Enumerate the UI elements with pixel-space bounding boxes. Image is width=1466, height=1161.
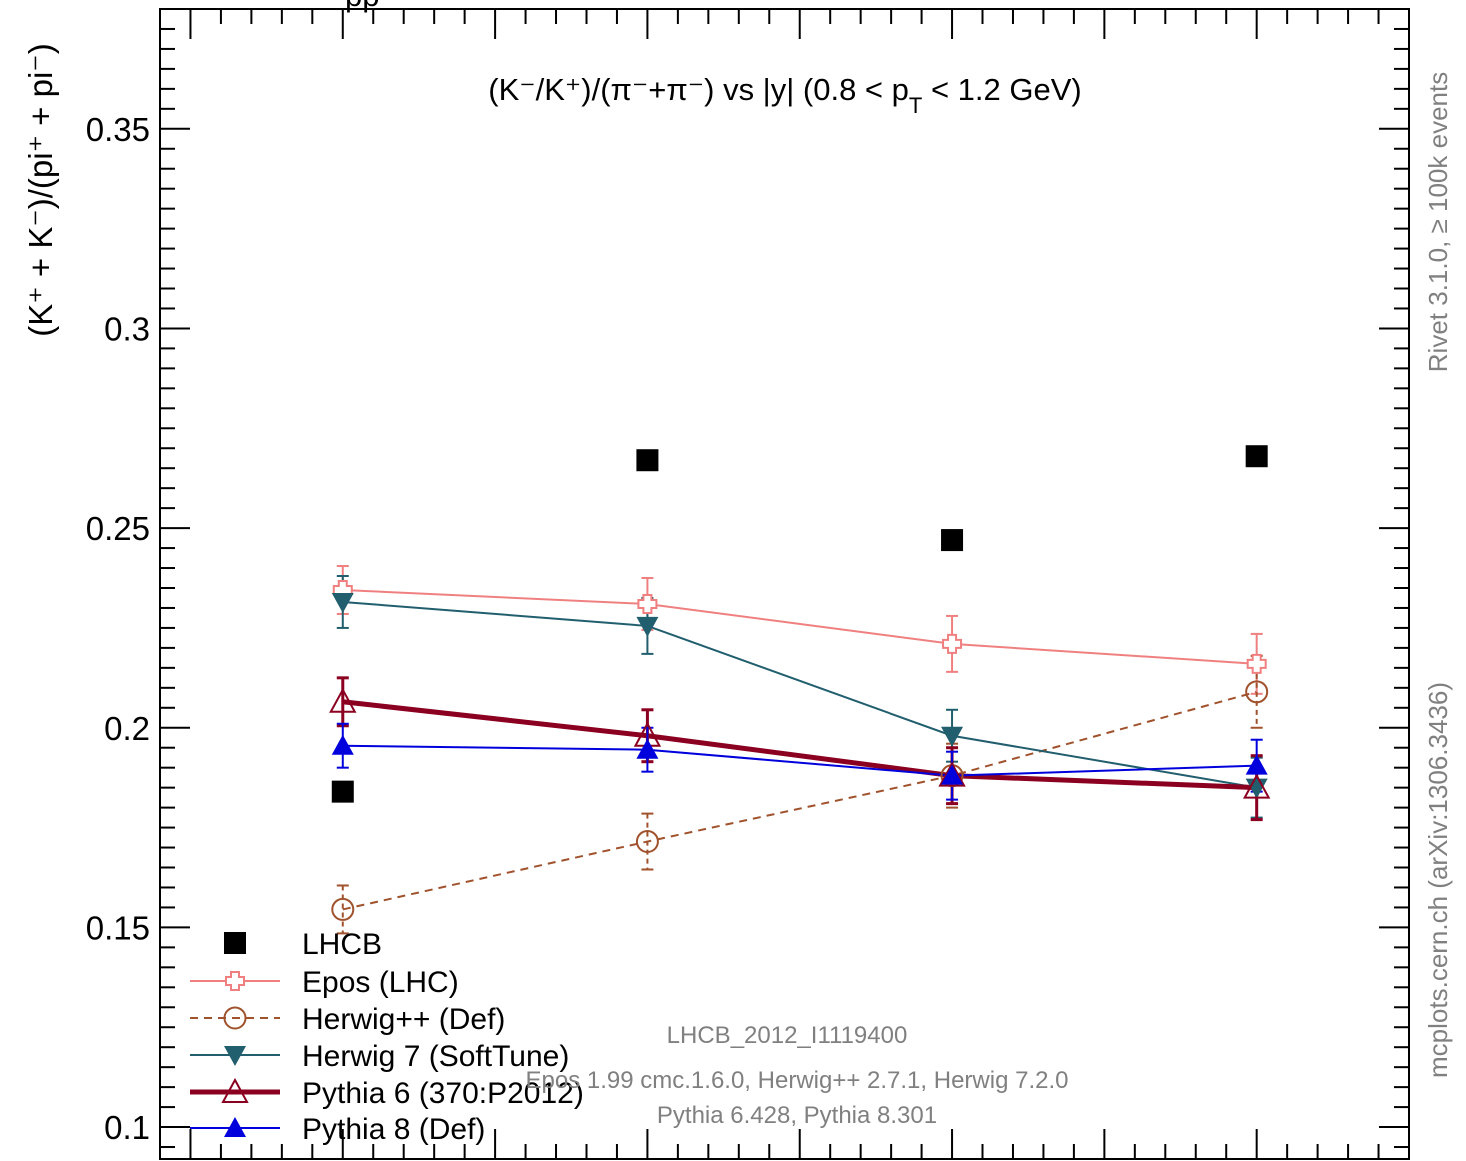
chart-title-tail: < 1.2 GeV) <box>922 72 1081 107</box>
data-point <box>941 529 964 552</box>
plot-frame <box>159 8 1410 1160</box>
data-point <box>942 633 963 654</box>
generators-line-1: Epos 1.99 cmc.1.6.0, Herwig++ 2.7.1, Her… <box>526 1067 1069 1094</box>
legend-label: Pythia 6 (370:P2012) <box>302 1077 584 1110</box>
legend-label: Herwig++ (Def) <box>302 1003 505 1036</box>
generators-line-2: Pythia 6.428, Pythia 8.301 <box>657 1102 937 1129</box>
marker-cross <box>637 593 658 614</box>
marker-cross <box>225 971 245 991</box>
marker-triangle-down <box>224 1046 246 1066</box>
marker-triangle-up <box>224 1117 246 1137</box>
marker-triangle-up <box>941 764 964 785</box>
data-point <box>637 593 658 614</box>
data-point <box>636 449 659 472</box>
y-tick-label: 0.2 <box>104 710 150 747</box>
data-point <box>331 780 354 803</box>
data-point <box>331 897 355 921</box>
series-lines <box>342 588 1257 911</box>
marker-square <box>224 932 246 954</box>
marker-cross <box>942 633 963 654</box>
marker-triangle-open <box>329 687 357 713</box>
legend-entry: Pythia 6 (370:P2012) <box>190 1077 584 1110</box>
legend-label: LHCB <box>302 928 382 961</box>
legend-marker <box>221 1077 249 1103</box>
chart-title: (K⁻/K⁺)/(π⁻+π⁻) vs |y| (0.8 < pT < 1.2 G… <box>488 72 1081 118</box>
legend-label: Herwig 7 (SoftTune) <box>302 1040 569 1073</box>
axis-ticks: 0.1 0.15 0.2 0.25 0.3 0.35 <box>86 8 1410 1159</box>
marker-cross <box>1246 653 1267 674</box>
marker-triangle-up <box>331 734 354 755</box>
data-point <box>329 687 357 713</box>
marker-circle <box>223 1006 247 1030</box>
series-line-5 <box>342 744 1257 777</box>
error-bars <box>336 565 1263 935</box>
marker-triangle-up <box>636 738 659 759</box>
marker-triangle-down <box>941 726 964 747</box>
marker-circle <box>1245 680 1269 704</box>
data-point <box>331 734 354 755</box>
legend-marker <box>224 1046 246 1066</box>
rivet-label: Rivet 3.1.0, ≥ 100k events <box>1423 72 1453 372</box>
legend-marker <box>224 932 246 954</box>
y-tick-label: 0.1 <box>104 1109 150 1146</box>
legend-entry: Epos (LHC) <box>190 966 459 999</box>
series-line-3 <box>342 600 1257 789</box>
y-tick-label: 0.25 <box>86 510 150 547</box>
legend: LHCB Epos (LHC) Herwig++ (Def) Herwig 7 (So… <box>190 928 584 1146</box>
data-point <box>938 761 966 787</box>
data-point <box>636 738 659 759</box>
legend-label: Epos (LHC) <box>302 966 459 999</box>
marker-square <box>1245 445 1268 468</box>
data-point <box>1245 754 1268 775</box>
marker-square <box>331 780 354 803</box>
data-point <box>1245 445 1268 468</box>
data-point <box>331 592 354 613</box>
marker-triangle-down <box>636 616 659 637</box>
data-point <box>635 830 659 854</box>
legend-marker <box>225 971 245 991</box>
legend-entry: LHCB <box>224 928 382 961</box>
marker-triangle-open <box>221 1077 249 1103</box>
chart-title-main: (K⁻/K⁺)/(π⁻+π⁻) vs |y| (0.8 < p <box>488 72 909 107</box>
analysis-label: LHCB_2012_I1119400 <box>667 1022 908 1049</box>
series-line-4 <box>342 699 1257 791</box>
legend-marker <box>224 1117 246 1137</box>
error-bar <box>336 884 349 935</box>
marker-circle <box>331 897 355 921</box>
marker-triangle-up <box>1245 754 1268 775</box>
plot-border <box>159 8 1410 1160</box>
legend-entry: Herwig 7 (SoftTune) <box>190 1040 569 1073</box>
y-axis-label: (K⁺ + K⁻)/(pi⁺ + pi⁻) <box>22 43 59 336</box>
marker-circle <box>635 830 659 854</box>
mcplots-label: mcplots.cern.ch (arXiv:1306.3436) <box>1423 682 1453 1078</box>
data-markers <box>329 445 1271 921</box>
marker-square <box>941 529 964 552</box>
marker-square <box>636 449 659 472</box>
data-point <box>1245 680 1269 704</box>
chart-title-sub: T <box>909 93 922 118</box>
marker-triangle-open <box>938 761 966 787</box>
marker-triangle-down <box>331 592 354 613</box>
series-line-2 <box>342 690 1257 911</box>
legend-label: Pythia 8 (Def) <box>302 1113 485 1146</box>
y-tick-label: 0.3 <box>104 310 150 347</box>
legend-entry: Pythia 8 (Def) <box>190 1113 485 1146</box>
y-tick-label: 0.15 <box>86 909 150 946</box>
error-bar <box>641 812 654 871</box>
series-line-1 <box>342 588 1257 665</box>
marker-triangle-open <box>1242 773 1271 799</box>
top-left-partial: pp <box>345 0 379 13</box>
data-point <box>1242 773 1271 799</box>
legend-entry: Herwig++ (Def) <box>190 1003 505 1036</box>
legend-marker <box>223 1006 247 1030</box>
data-point <box>941 726 964 747</box>
data-point <box>636 616 659 637</box>
y-tick-label: 0.35 <box>86 111 150 148</box>
data-point <box>1246 653 1267 674</box>
data-point <box>941 764 964 785</box>
